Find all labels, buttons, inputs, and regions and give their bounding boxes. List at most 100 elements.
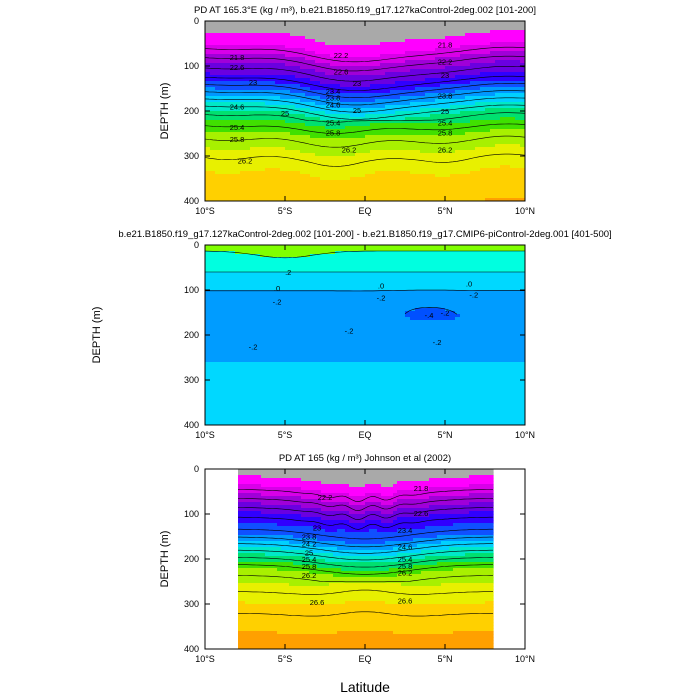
field-cell bbox=[475, 153, 481, 157]
field-cell bbox=[490, 36, 496, 40]
field-cell bbox=[285, 329, 291, 333]
field-cell bbox=[280, 410, 286, 414]
field-cell bbox=[235, 278, 241, 282]
field-cell bbox=[280, 177, 286, 181]
field-cell bbox=[395, 27, 401, 31]
field-cell bbox=[205, 290, 211, 294]
field-cell bbox=[440, 114, 446, 118]
field-cell bbox=[460, 129, 466, 133]
field-cell bbox=[245, 153, 251, 157]
field-cell bbox=[495, 99, 501, 103]
field-cell bbox=[245, 27, 251, 31]
field-cell bbox=[240, 359, 246, 363]
field-cell bbox=[215, 344, 221, 348]
field-cell bbox=[405, 30, 411, 34]
field-cell bbox=[245, 248, 251, 252]
contour-line bbox=[205, 83, 525, 98]
field-cell bbox=[205, 395, 211, 399]
field-cell bbox=[260, 359, 266, 363]
field-cell bbox=[235, 171, 241, 175]
field-cell bbox=[335, 129, 341, 133]
field-cell bbox=[370, 60, 376, 64]
field-cell bbox=[425, 75, 431, 79]
field-cell bbox=[270, 96, 276, 100]
field-cell bbox=[250, 195, 256, 199]
field-cell bbox=[305, 144, 311, 148]
field-cell bbox=[290, 404, 296, 408]
field-cell bbox=[285, 30, 291, 34]
field-cell bbox=[270, 198, 276, 201]
field-cell bbox=[340, 54, 346, 58]
field-cell bbox=[240, 117, 246, 121]
field-cell bbox=[215, 177, 221, 181]
field-cell bbox=[475, 156, 481, 160]
field-cell bbox=[325, 90, 331, 94]
field-cell bbox=[280, 99, 286, 103]
field-cell bbox=[240, 75, 246, 79]
field-cell bbox=[275, 21, 281, 25]
field-cell bbox=[495, 90, 501, 94]
field-cell bbox=[255, 422, 261, 425]
field-cell bbox=[515, 138, 521, 142]
field-cell bbox=[390, 162, 396, 166]
field-cell bbox=[475, 132, 481, 136]
field-cell bbox=[270, 45, 276, 49]
field-cell bbox=[255, 87, 261, 91]
field-cell bbox=[350, 183, 356, 187]
field-cell bbox=[230, 123, 236, 127]
field-cell bbox=[400, 120, 406, 124]
field-cell bbox=[325, 171, 331, 175]
field-cell bbox=[205, 132, 211, 136]
field-cell bbox=[450, 30, 456, 34]
field-cell bbox=[420, 180, 426, 184]
field-cell bbox=[315, 90, 321, 94]
field-cell bbox=[235, 150, 241, 154]
field-cell bbox=[435, 156, 441, 160]
field-cell bbox=[465, 81, 471, 85]
field-cell bbox=[315, 162, 321, 166]
field-cell bbox=[260, 153, 266, 157]
field-cell bbox=[270, 171, 276, 175]
field-cell bbox=[495, 177, 501, 181]
field-cell bbox=[460, 168, 466, 172]
field-cell bbox=[425, 186, 431, 190]
field-cell bbox=[455, 90, 461, 94]
field-cell bbox=[455, 108, 461, 112]
field-cell bbox=[450, 159, 456, 163]
field-cell bbox=[225, 159, 231, 163]
field-cell bbox=[390, 102, 396, 106]
field-cell bbox=[400, 105, 406, 109]
field-cell bbox=[230, 422, 236, 425]
field-cell bbox=[400, 63, 406, 67]
field-cell bbox=[495, 189, 501, 193]
field-cell bbox=[285, 150, 291, 154]
field-cell bbox=[465, 108, 471, 112]
field-cell bbox=[285, 198, 291, 201]
field-cell bbox=[220, 257, 226, 261]
field-cell bbox=[235, 314, 241, 318]
field-cell bbox=[445, 114, 451, 118]
field-cell bbox=[205, 371, 211, 375]
field-cell bbox=[220, 314, 226, 318]
field-cell bbox=[320, 147, 326, 151]
field-cell bbox=[275, 174, 281, 178]
field-cell bbox=[345, 33, 351, 37]
field-cell bbox=[480, 138, 486, 142]
field-cell bbox=[420, 27, 426, 31]
field-cell bbox=[320, 144, 326, 148]
field-cell bbox=[240, 69, 246, 73]
field-cell bbox=[260, 39, 266, 43]
field-cell bbox=[370, 162, 376, 166]
field-cell bbox=[470, 36, 476, 40]
field-cell bbox=[275, 398, 281, 402]
field-cell bbox=[385, 195, 391, 199]
field-cell bbox=[255, 353, 261, 357]
field-cell bbox=[230, 311, 236, 315]
field-cell bbox=[310, 108, 316, 112]
field-cell bbox=[395, 60, 401, 64]
field-cell bbox=[485, 135, 491, 139]
field-cell bbox=[520, 189, 525, 193]
field-cell bbox=[290, 335, 296, 339]
field-cell bbox=[405, 183, 411, 187]
field-cell bbox=[445, 180, 451, 184]
